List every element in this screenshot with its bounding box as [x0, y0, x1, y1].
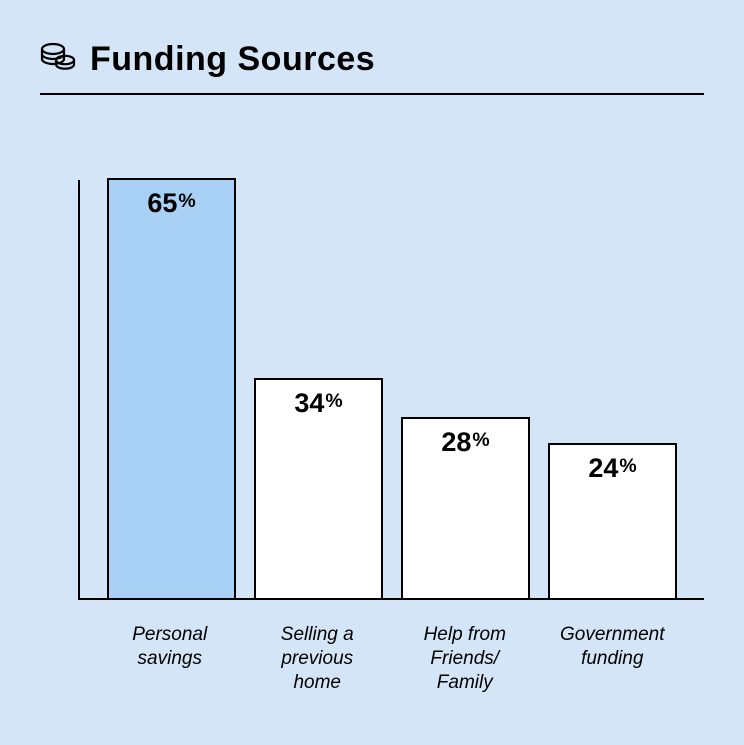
chart-canvas: Funding Sources 65% 34%	[0, 0, 744, 745]
chart-title: Funding Sources	[90, 40, 375, 79]
bar-2: 28%	[401, 417, 530, 598]
bar-2-value: 28%	[403, 427, 528, 458]
category-labels: Personal savings Selling a previous home…	[78, 615, 704, 715]
bars-container: 65% 34% 28%	[80, 180, 704, 598]
category-3: Government funding	[547, 615, 677, 715]
category-2: Help from Friends/ Family	[400, 615, 530, 715]
category-0: Personal savings	[105, 615, 235, 715]
chart-plot-area: 65% 34% 28%	[78, 180, 704, 600]
chart-header: Funding Sources	[40, 40, 704, 95]
bar-0-wrap: 65%	[107, 178, 236, 598]
category-1: Selling a previous home	[252, 615, 382, 715]
bar-0: 65%	[107, 178, 236, 598]
bar-3-value: 24%	[550, 453, 675, 484]
bar-3-wrap: 24%	[548, 443, 677, 598]
bar-1-value: 34%	[256, 388, 381, 419]
bar-3: 24%	[548, 443, 677, 598]
bar-2-wrap: 28%	[401, 417, 530, 598]
bar-0-value: 65%	[109, 188, 234, 219]
coins-icon	[40, 42, 76, 77]
bar-1: 34%	[254, 378, 383, 598]
bar-1-wrap: 34%	[254, 378, 383, 598]
